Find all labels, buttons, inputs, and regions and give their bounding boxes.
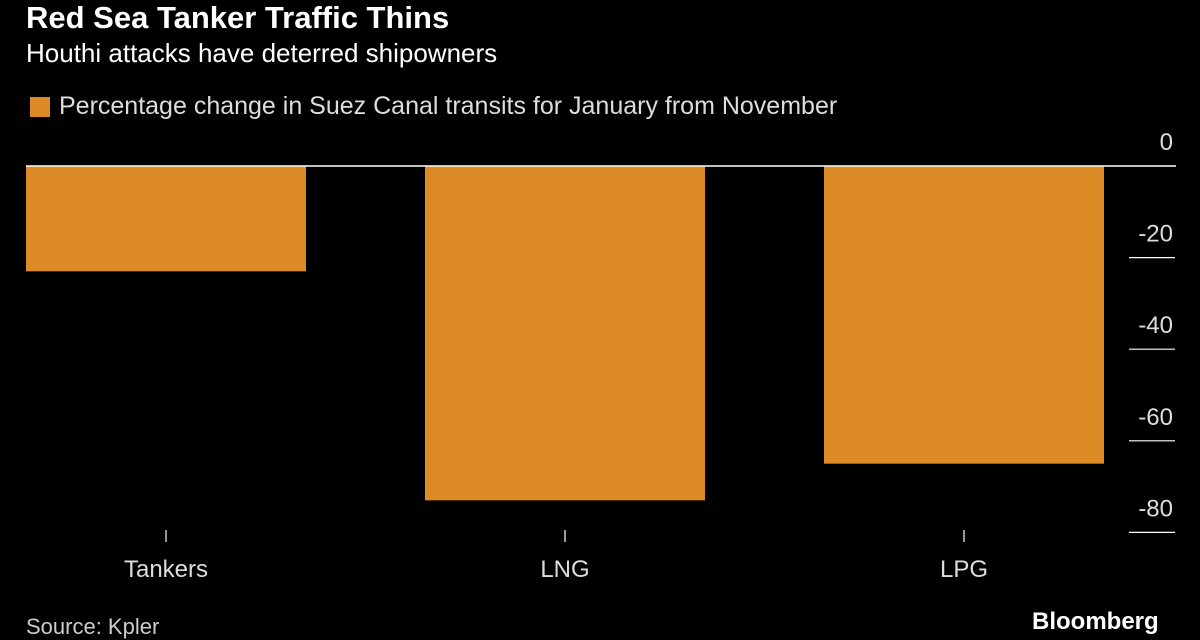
chart-title: Red Sea Tanker Traffic Thins bbox=[26, 0, 450, 35]
y-tick-label: -20 bbox=[1138, 221, 1173, 248]
y-tick-label: -60 bbox=[1138, 404, 1173, 431]
y-tick-label: -80 bbox=[1138, 495, 1173, 522]
bloomberg-logo: Bloomberg bbox=[1032, 608, 1159, 635]
x-tick-label: LNG bbox=[540, 556, 589, 583]
bar-lng bbox=[425, 166, 705, 501]
bar-tankers bbox=[26, 166, 306, 272]
legend: Percentage change in Suez Canal transits… bbox=[30, 92, 837, 121]
x-tick-label: LPG bbox=[940, 556, 988, 583]
y-tick-label: -40 bbox=[1138, 312, 1173, 339]
y-tick-label: 0 bbox=[1160, 129, 1173, 156]
x-tick-label: Tankers bbox=[124, 556, 208, 583]
chart-subtitle: Houthi attacks have deterred shipowners bbox=[26, 38, 498, 68]
legend-label: Percentage change in Suez Canal transits… bbox=[59, 92, 838, 120]
bar-lpg bbox=[824, 166, 1104, 464]
legend-swatch bbox=[30, 96, 50, 117]
source-note: Source: Kpler bbox=[26, 614, 160, 639]
